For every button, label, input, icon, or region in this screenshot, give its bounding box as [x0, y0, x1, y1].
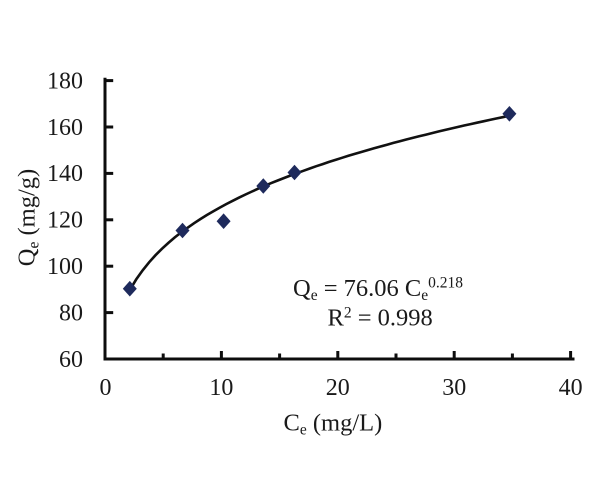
svg-text:20: 20: [326, 375, 350, 401]
svg-text:40: 40: [559, 375, 583, 401]
svg-text:180: 180: [47, 68, 83, 94]
svg-text:100: 100: [47, 254, 83, 280]
svg-text:Ce (mg/L): Ce (mg/L): [284, 409, 383, 438]
svg-text:R2 = 0.998: R2 = 0.998: [328, 304, 433, 331]
svg-text:160: 160: [47, 115, 83, 141]
svg-text:Qe (mg/g): Qe (mg/g): [14, 169, 43, 266]
svg-text:Qe = 76.06 Ce0.218: Qe = 76.06 Ce0.218: [293, 275, 463, 304]
svg-text:60: 60: [59, 347, 83, 373]
svg-text:140: 140: [47, 161, 83, 187]
svg-text:0: 0: [100, 375, 112, 401]
svg-text:80: 80: [59, 300, 83, 326]
svg-text:10: 10: [209, 375, 233, 401]
svg-text:30: 30: [442, 375, 466, 401]
svg-text:120: 120: [47, 208, 83, 234]
